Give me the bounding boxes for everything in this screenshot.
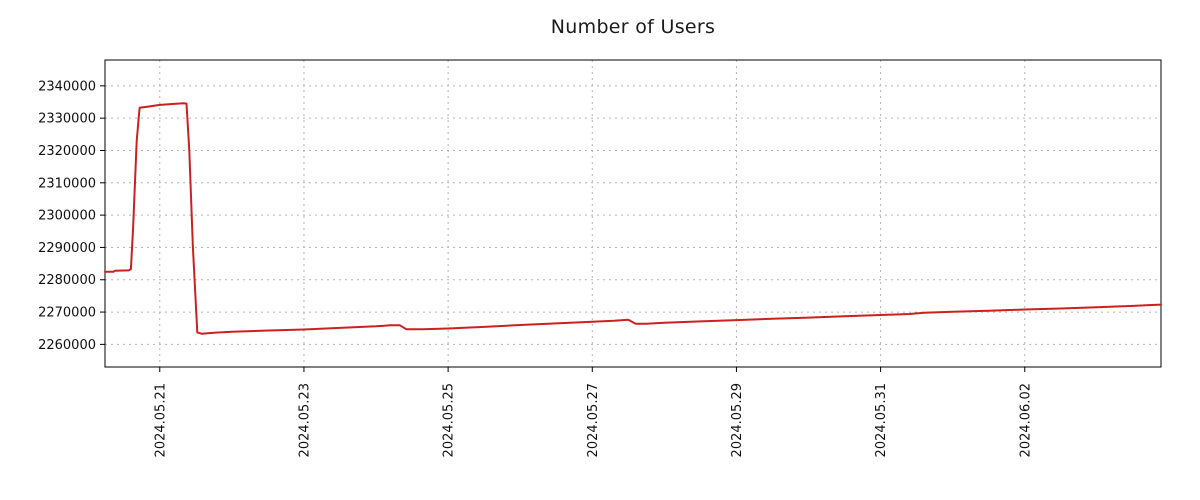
x-tick-label: 2024.05.29	[730, 383, 745, 457]
x-tick-label: 2024.06.02	[1018, 383, 1033, 457]
y-tick-label: 2270000	[38, 306, 96, 321]
x-tick-label: 2024.05.21	[153, 383, 168, 457]
y-tick-label: 2340000	[38, 79, 96, 94]
x-tick-label: 2024.05.25	[442, 383, 457, 457]
y-tick-label: 2300000	[38, 209, 96, 224]
y-tick-label: 2310000	[38, 176, 96, 191]
y-tick-label: 2260000	[38, 338, 96, 353]
y-tick-label: 2290000	[38, 241, 96, 256]
plot-border	[104, 59, 1162, 368]
x-tick-label: 2024.05.23	[297, 383, 312, 457]
chart-title: Number of Users	[550, 16, 716, 38]
x-tick-label: 2024.05.27	[586, 383, 601, 457]
x-tick-label: 2024.05.31	[874, 383, 889, 457]
y-tick-label: 2320000	[38, 144, 96, 159]
series-line-users	[104, 102, 1162, 335]
y-tick-label: 2280000	[38, 273, 96, 288]
y-tick-label: 2330000	[38, 112, 96, 127]
